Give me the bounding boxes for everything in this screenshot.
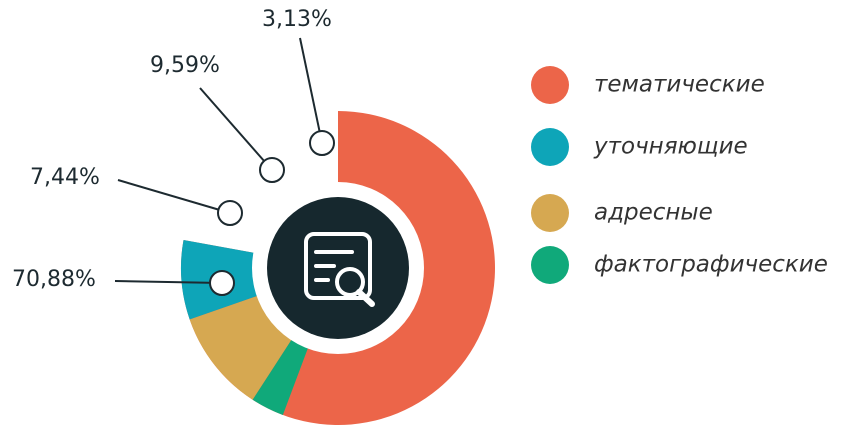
legend-label: уточняющие [593,134,748,160]
leader-line [199,87,273,171]
legend-swatch [531,128,569,166]
legend-swatch [531,246,569,284]
legend-swatch [531,66,569,104]
slice [252,335,310,415]
leader-line [117,179,231,214]
legend-swatch [531,194,569,232]
leader-line [299,37,323,144]
value-label: 3,13% [262,7,332,32]
legend-label: адресные [594,200,713,226]
search-icon [304,232,375,307]
value-label: 9,59% [150,53,220,78]
leader-dot [217,200,243,226]
leader-dot [309,130,335,156]
legend-label: тематические [594,72,765,98]
slice [189,294,295,400]
center-disc [267,197,409,339]
value-label: 7,44% [30,165,100,190]
leader-dot [259,157,285,183]
leader-line [114,280,223,284]
legend-label: фактографические [594,252,828,278]
leader-dot [209,270,235,296]
value-label: 70,88% [12,267,96,292]
